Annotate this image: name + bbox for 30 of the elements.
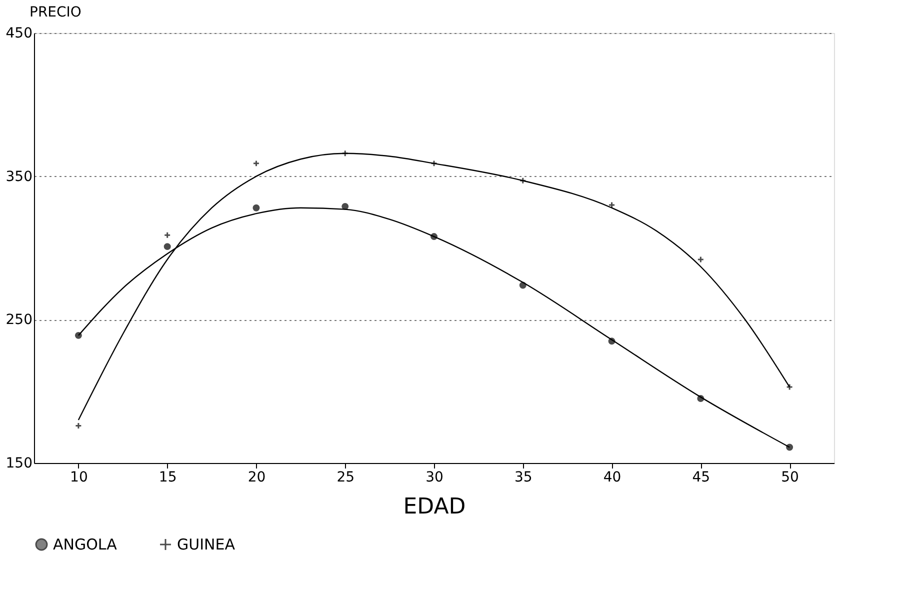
y-axis-title: PRECIO bbox=[30, 4, 82, 20]
point bbox=[164, 243, 171, 250]
x-tick-label: 35 bbox=[514, 470, 532, 486]
point bbox=[342, 150, 349, 157]
point bbox=[786, 444, 794, 451]
point bbox=[697, 256, 704, 263]
x-tick-label: 25 bbox=[336, 470, 355, 486]
x-tick-label: 40 bbox=[603, 470, 622, 486]
y-tick-label: 250 bbox=[6, 312, 32, 328]
x-tick-label: 15 bbox=[158, 470, 177, 486]
point bbox=[519, 177, 526, 184]
point bbox=[164, 232, 171, 239]
x-tick-label: 20 bbox=[248, 470, 266, 486]
x-axis-title: EDAD bbox=[403, 494, 466, 520]
point bbox=[430, 160, 438, 167]
point bbox=[252, 204, 260, 212]
legend-label: ANGOLA bbox=[53, 536, 118, 554]
point bbox=[252, 160, 260, 167]
legend-label: GUINEA bbox=[177, 536, 236, 554]
x-tick-label: 50 bbox=[781, 470, 799, 486]
point bbox=[74, 422, 82, 430]
x-tick-label: 45 bbox=[692, 470, 710, 486]
x-tick-label: 30 bbox=[426, 470, 444, 486]
point bbox=[342, 202, 349, 210]
y-tick-label: 450 bbox=[6, 26, 32, 42]
point bbox=[608, 202, 616, 208]
y-tick-label: 150 bbox=[6, 456, 32, 472]
point bbox=[74, 332, 82, 339]
y-tick-label: 350 bbox=[6, 168, 32, 185]
x-tick-label: 10 bbox=[70, 470, 88, 486]
